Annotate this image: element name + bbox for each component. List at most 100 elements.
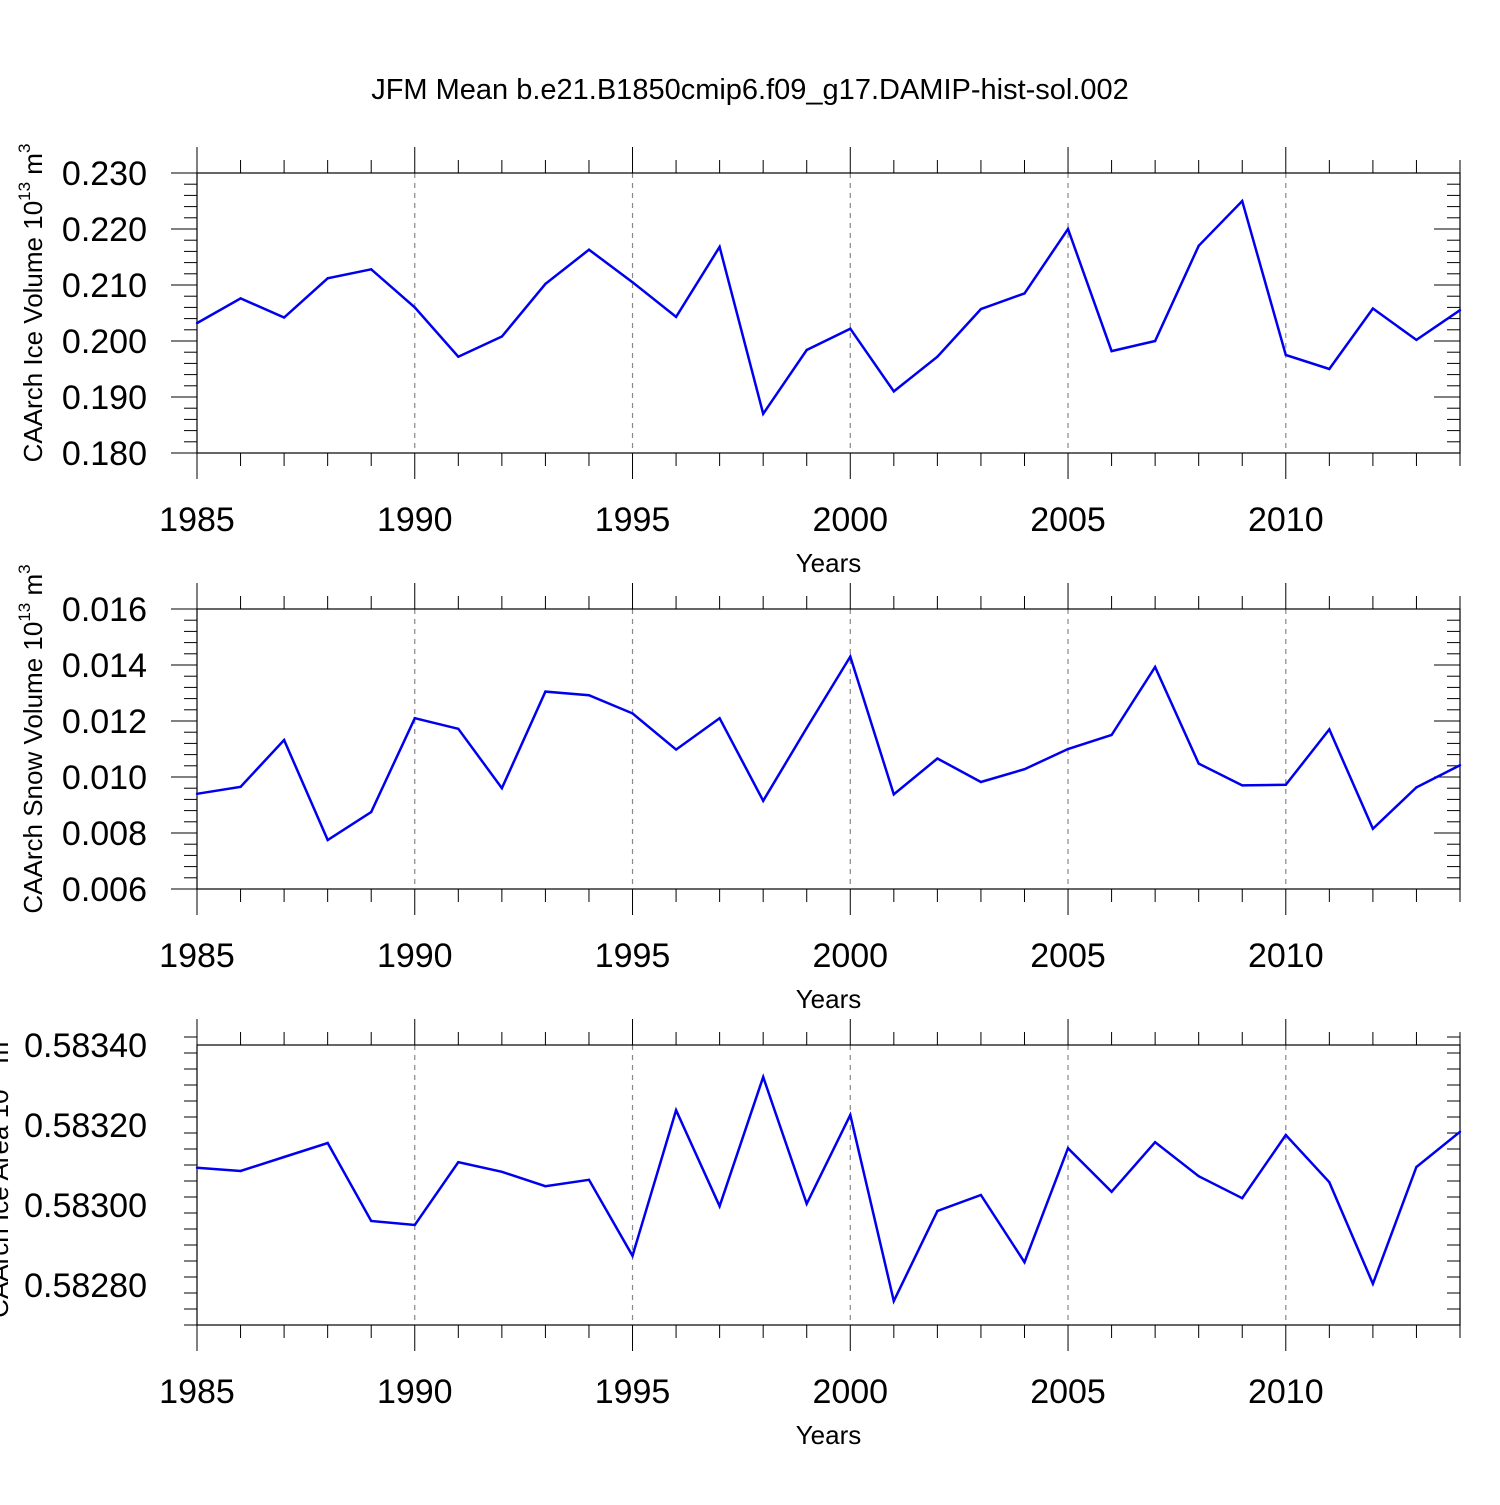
data-point: [1241, 784, 1244, 787]
data-point: [1066, 227, 1070, 231]
data-point: [500, 335, 504, 338]
data-point: [1023, 767, 1026, 771]
x-tick-label: 2005: [1030, 501, 1106, 539]
y-axis-title-clip: CAArch Ice Area 1012 m2: [0, 1032, 14, 1318]
y-axis-title-exponent: 13: [15, 603, 34, 622]
data-point: [631, 712, 634, 715]
data-point: [849, 655, 852, 658]
y-axis-title-unit: m: [18, 153, 48, 182]
y-tick-label: 0.008: [62, 815, 147, 853]
panel-1: 0.180 0.190 0.200 0.210 0.220 0.230 1985 1990 19…: [15, 144, 1462, 578]
series-line: [196, 1073, 1461, 1305]
data-point: [1328, 1181, 1331, 1184]
y-axis-title-main: CAArch Ice Volume 10: [18, 201, 48, 463]
data-point: [1066, 747, 1070, 751]
data-point: [195, 792, 199, 795]
data-point: [1066, 1147, 1070, 1150]
data-point: [1415, 338, 1418, 342]
y-tick-label: 0.010: [62, 759, 147, 797]
x-tick-label: 1985: [159, 937, 235, 975]
plot-frame: [196, 172, 1461, 454]
data-point: [936, 1209, 939, 1213]
data-point: [326, 1141, 329, 1145]
data-point: [718, 245, 721, 249]
data-point: [1197, 1175, 1200, 1178]
data-point: [413, 306, 416, 309]
y-axis-title-unit: m: [18, 574, 48, 603]
data-point: [761, 412, 765, 415]
data-point: [674, 315, 678, 319]
data-point: [936, 757, 939, 760]
data-point: [282, 738, 286, 742]
data-point: [1241, 199, 1244, 203]
x-tick-label: 1995: [595, 1373, 671, 1411]
y-tick-label: 0.58340: [24, 1027, 147, 1065]
y-axis-title-unit-exponent: 3: [15, 144, 34, 153]
y-tick-label: 0.016: [62, 591, 147, 629]
y-axis-title-main: CAArch Ice Area 10: [0, 1089, 14, 1317]
y-axis-title: CAArch Snow Volume 1013 m3: [15, 564, 48, 913]
y-tick-label: 0.190: [62, 379, 147, 417]
data-point: [457, 727, 460, 731]
y-tick-label: 0.220: [62, 211, 147, 249]
data-point: [1110, 1190, 1113, 1194]
panel-3: 0.58280 0.58300 0.58320 0.58340 1985 1990 1995…: [0, 1019, 1462, 1450]
y-tick-label: 0.006: [62, 871, 147, 909]
data-point: [457, 355, 460, 358]
data-point: [1371, 827, 1375, 830]
y-tick-label: 0.210: [62, 267, 147, 305]
y-tick-label: 0.180: [62, 435, 147, 473]
x-tick-label: 1990: [377, 937, 453, 975]
data-point: [631, 1254, 634, 1258]
y-tick-label: 0.58320: [24, 1107, 147, 1145]
data-point: [326, 277, 329, 280]
data-point: [979, 307, 983, 311]
panel-2: 0.006 0.008 0.010 0.012 0.014 0.016 1985 1990 19…: [15, 564, 1462, 1014]
data-point: [1458, 309, 1462, 312]
x-tick-label: 2000: [812, 1373, 888, 1411]
x-tick-label: 1985: [159, 501, 235, 539]
chart-title: JFM Mean b.e21.B1850cmip6.f09_g17.DAMIP-…: [371, 74, 1129, 106]
x-tick-label: 1985: [159, 1373, 235, 1411]
data-point: [1458, 764, 1462, 767]
data-point: [849, 327, 852, 330]
data-point: [195, 321, 199, 325]
data-point: [1371, 307, 1375, 310]
y-tick-label: 0.014: [62, 647, 147, 685]
x-tick-label: 2005: [1030, 1373, 1106, 1411]
data-point: [544, 690, 547, 693]
y-axis-title-exponent: 13: [15, 182, 34, 201]
y-axis-title-unit-exponent: 3: [15, 564, 34, 573]
data-point: [1284, 783, 1287, 787]
data-point: [761, 799, 765, 802]
data-point: [936, 355, 939, 358]
data-point: [587, 248, 591, 251]
data-point: [674, 748, 678, 751]
x-axis-title: Years: [796, 984, 862, 1014]
data-point: [1110, 349, 1113, 353]
data-point: [1110, 733, 1113, 737]
y-tick-label: 0.200: [62, 323, 147, 361]
data-point: [282, 316, 286, 319]
x-axis-title: Years: [796, 1420, 862, 1450]
data-point: [413, 717, 416, 720]
data-point: [805, 348, 808, 352]
y-axis-title-unit: m: [0, 1042, 14, 1071]
x-tick-label: 2010: [1248, 1373, 1324, 1411]
data-point: [761, 1075, 765, 1079]
data-point: [718, 717, 721, 720]
data-point: [1153, 665, 1157, 669]
data-point: [805, 1202, 808, 1206]
y-tick-label: 0.58300: [24, 1187, 147, 1225]
data-point: [370, 268, 373, 271]
data-point: [892, 793, 896, 796]
y-tick-label: 0.230: [62, 155, 147, 193]
y-axis-title: CAArch Ice Area 1012 m2: [0, 1032, 14, 1318]
data-point: [413, 1223, 416, 1227]
data-point: [195, 1166, 199, 1170]
data-point: [587, 694, 591, 697]
data-point: [718, 1205, 721, 1208]
y-axis-title: CAArch Ice Volume 1013 m3: [15, 144, 48, 463]
data-point: [979, 780, 983, 784]
